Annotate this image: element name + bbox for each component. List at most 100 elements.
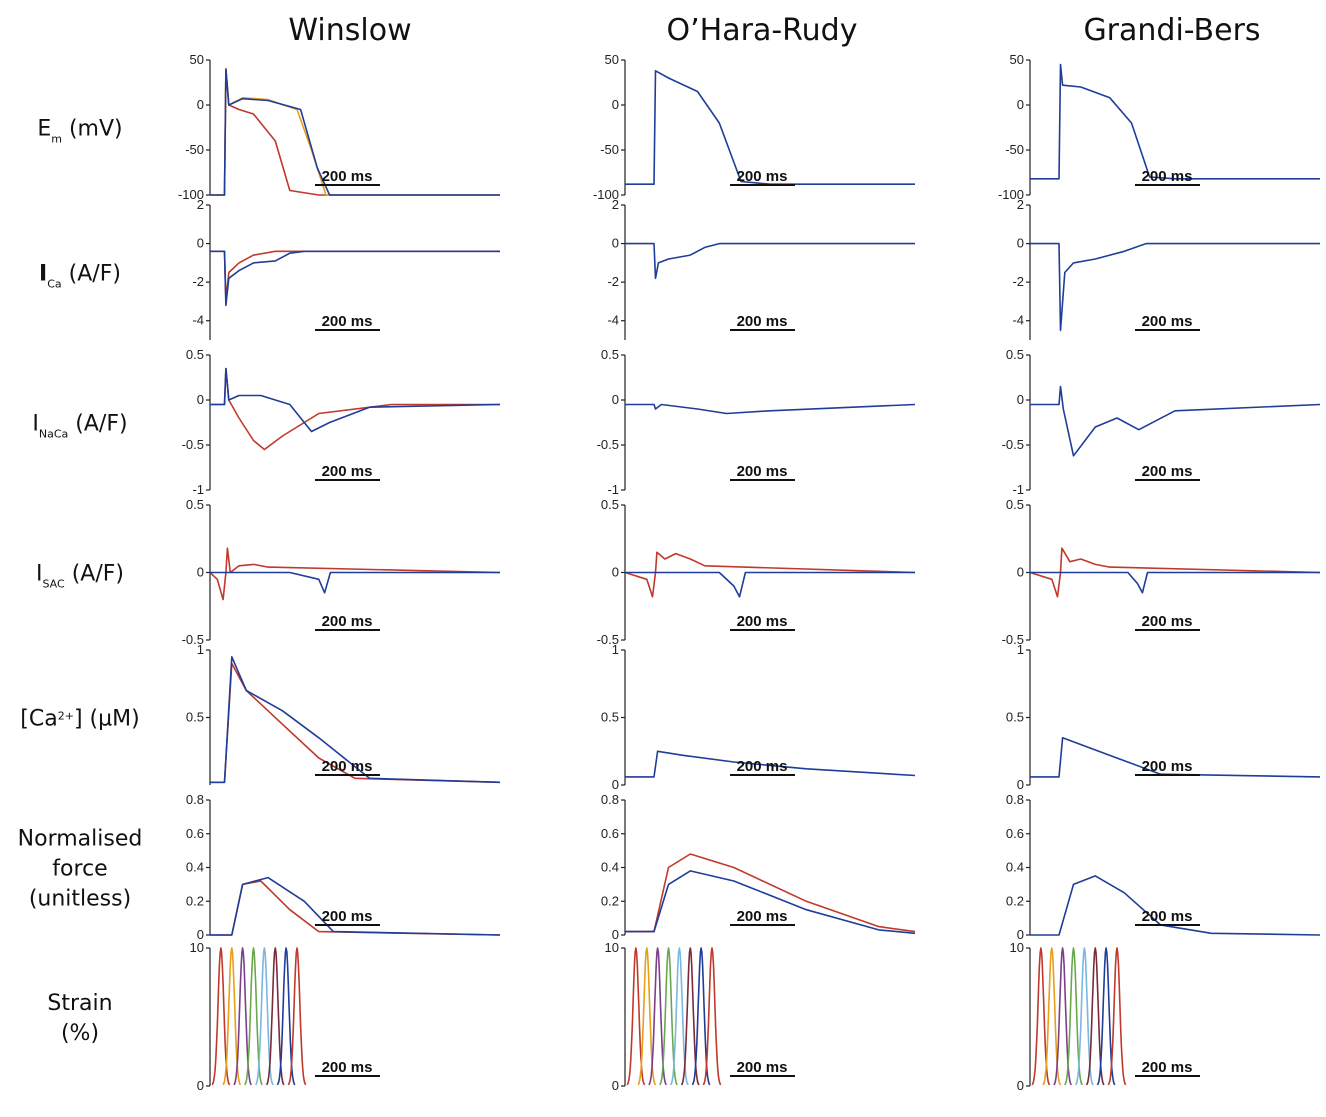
scale-bar-label: 200 ms xyxy=(1142,1059,1193,1076)
y-tick-label: 10 xyxy=(190,940,204,955)
y-tick-label: 0 xyxy=(197,97,204,112)
y-tick-label: 0.4 xyxy=(601,860,619,875)
y-tick-label: 0 xyxy=(1017,97,1024,112)
y-tick-label: 10 xyxy=(1010,940,1024,955)
series-line xyxy=(625,70,915,185)
y-tick-label: -100 xyxy=(998,187,1024,202)
y-tick-label: 0 xyxy=(612,927,619,942)
row-label: INaCa (A/F) xyxy=(32,412,127,441)
y-tick-label: 0 xyxy=(197,565,204,580)
series-line xyxy=(624,551,916,598)
scale-bar-label: 200 ms xyxy=(737,313,788,330)
y-tick-label: 0.5 xyxy=(186,347,204,362)
y-tick-label: -0.5 xyxy=(597,437,619,452)
scale-bar-label: 200 ms xyxy=(322,168,373,185)
series-line xyxy=(625,750,916,778)
svg-text:INaCa (A/F): INaCa (A/F) xyxy=(32,412,127,441)
y-tick-label: 50 xyxy=(605,52,619,67)
y-tick-label: 0.4 xyxy=(186,860,204,875)
y-tick-label: 1 xyxy=(1017,642,1024,657)
strain-pulse xyxy=(1107,947,1127,1086)
series-line xyxy=(625,853,916,933)
svg-text:ICa (A/F): ICa (A/F) xyxy=(39,262,121,291)
y-tick-label: 50 xyxy=(190,52,204,67)
scale-bar-label: 200 ms xyxy=(737,1059,788,1076)
y-tick-label: -100 xyxy=(593,187,619,202)
chart-panel: 0.5 0 -0.5 -1 200 ms xyxy=(1002,347,1321,497)
strain-pulse xyxy=(287,947,307,1086)
y-tick-label: 0 xyxy=(197,1078,204,1093)
scale-bar-label: 200 ms xyxy=(322,313,373,330)
series-line xyxy=(210,250,500,307)
y-tick-label: -4 xyxy=(1012,313,1024,328)
series-line xyxy=(1029,547,1321,598)
y-tick-label: -0.5 xyxy=(182,632,204,647)
scale-bar-label: 200 ms xyxy=(1142,168,1193,185)
y-tick-label: 0.5 xyxy=(601,497,619,512)
svg-text:Strain: Strain xyxy=(47,991,112,1016)
y-tick-label: 50 xyxy=(1010,52,1024,67)
scale-bar-label: 200 ms xyxy=(1142,758,1193,775)
chart-panel: 10 0 200 ms xyxy=(190,940,380,1093)
y-tick-label: 0.5 xyxy=(601,710,619,725)
y-tick-label: 0 xyxy=(1017,927,1024,942)
chart-panel: 1 0.5 0 200 ms xyxy=(1006,642,1321,792)
scale-bar-label: 200 ms xyxy=(322,758,373,775)
y-tick-label: 0.2 xyxy=(601,893,619,908)
y-tick-label: -100 xyxy=(178,187,204,202)
svg-text:(%): (%) xyxy=(61,1021,99,1046)
y-tick-label: 1 xyxy=(197,642,204,657)
y-tick-label: 0 xyxy=(197,236,204,251)
chart-panel: 50 0 -50 -100 200 ms xyxy=(178,52,500,202)
chart-panel: 0.8 0.6 0.4 0.2 0 200 ms xyxy=(601,792,916,942)
chart-panel: 2 0 -2 -4 200 ms xyxy=(607,197,915,340)
y-tick-label: -2 xyxy=(192,274,204,289)
chart-panel: 2 0 -2 -4 200 ms xyxy=(1012,197,1320,340)
chart-panel: 0.8 0.6 0.4 0.2 0 200 ms xyxy=(1006,792,1321,942)
series-line xyxy=(625,870,916,935)
y-tick-label: 0.4 xyxy=(1006,860,1024,875)
y-tick-label: 0 xyxy=(197,392,204,407)
y-tick-label: 0 xyxy=(612,236,619,251)
y-tick-label: 0 xyxy=(612,777,619,792)
chart-panel: 10 0 200 ms xyxy=(1010,940,1200,1093)
y-tick-label: 0.5 xyxy=(1006,710,1024,725)
series-line xyxy=(1030,875,1321,936)
scale-bar-label: 200 ms xyxy=(737,613,788,630)
series-line xyxy=(625,242,915,280)
y-tick-label: -4 xyxy=(192,313,204,328)
y-tick-label: -1 xyxy=(192,482,204,497)
column-title: O’Hara-Rudy xyxy=(667,13,858,48)
chart-panel: 10 0 200 ms xyxy=(605,940,795,1093)
y-tick-label: 0.5 xyxy=(186,710,204,725)
y-tick-label: 0.8 xyxy=(186,792,204,807)
row-label: Normalised force (unitless) xyxy=(18,827,143,912)
series-line xyxy=(1030,385,1321,457)
y-tick-label: 0 xyxy=(612,392,619,407)
y-tick-label: 0.2 xyxy=(186,893,204,908)
scale-bar-label: 200 ms xyxy=(737,908,788,925)
scale-bar-label: 200 ms xyxy=(1142,908,1193,925)
scale-bar-label: 200 ms xyxy=(737,168,788,185)
row-label: Strain (%) xyxy=(47,991,112,1046)
y-tick-label: 0.6 xyxy=(1006,826,1024,841)
y-tick-label: 0.5 xyxy=(186,497,204,512)
chart-panel: 0.5 0 -0.5 -1 200 ms xyxy=(597,347,916,497)
y-tick-label: 0.6 xyxy=(186,826,204,841)
svg-text:(unitless): (unitless) xyxy=(29,887,131,912)
chart-panel: 1 0.5 200 ms xyxy=(186,642,501,785)
y-tick-label: -0.5 xyxy=(182,437,204,452)
y-tick-label: -4 xyxy=(607,313,619,328)
svg-text:ISAC (A/F): ISAC (A/F) xyxy=(36,562,124,591)
y-tick-label: -0.5 xyxy=(597,632,619,647)
y-tick-label: 1 xyxy=(612,642,619,657)
series-line xyxy=(210,367,501,433)
svg-text:[Ca2+] (µM): [Ca2+] (µM) xyxy=(20,707,139,732)
scale-bar-label: 200 ms xyxy=(322,463,373,480)
series-line xyxy=(210,250,500,303)
y-tick-label: 0.6 xyxy=(601,826,619,841)
row-label: [Ca2+] (µM) xyxy=(20,707,139,732)
y-tick-label: 0.8 xyxy=(601,792,619,807)
y-tick-label: -1 xyxy=(1012,482,1024,497)
